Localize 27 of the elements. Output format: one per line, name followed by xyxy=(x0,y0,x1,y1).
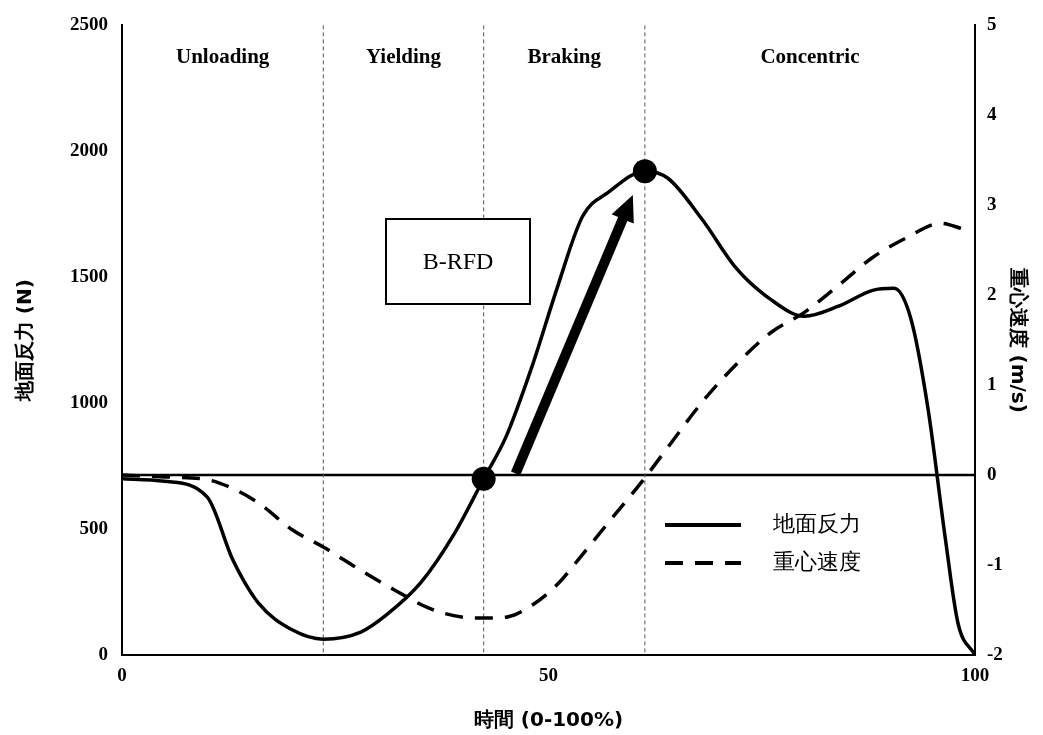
y2-tick-label: -1 xyxy=(987,552,1003,574)
annotation: Concentric xyxy=(760,43,860,68)
y-tick-label: 500 xyxy=(79,516,108,538)
y-tick-label: 1000 xyxy=(70,391,108,413)
x-tick-label: 50 xyxy=(539,664,558,686)
y-tick-label: 0 xyxy=(98,642,108,664)
y2-tick-label: -2 xyxy=(987,642,1003,664)
y-axis-title: 地面反力 (N) xyxy=(12,279,37,403)
y2-tick-label: 3 xyxy=(987,193,997,215)
annotation: Unloading xyxy=(175,43,270,68)
y2-tick-label: 0 xyxy=(987,463,997,485)
x-tick-label: 100 xyxy=(960,664,990,686)
y2-tick-label: 2 xyxy=(987,283,997,305)
annotation: Yielding xyxy=(365,43,442,68)
x-tick-label: 0 xyxy=(117,664,127,686)
legend-label: 重心速度 xyxy=(773,548,861,574)
annotation: Braking xyxy=(527,43,602,68)
y2-axis-title: 重心速度 (m/s) xyxy=(1006,266,1031,413)
text-box: B-RFD xyxy=(385,218,531,305)
y-tick-label: 1500 xyxy=(70,265,108,287)
y2-tick-label: 1 xyxy=(987,373,997,395)
legend-label: 地面反力 xyxy=(772,510,861,536)
y-tick-label: 2500 xyxy=(70,13,108,35)
x-axis-title: 時間 (0-100%) xyxy=(473,707,624,732)
y-tick-label: 2000 xyxy=(70,139,108,161)
y2-tick-label: 5 xyxy=(987,13,997,35)
y2-tick-label: 4 xyxy=(987,103,997,125)
